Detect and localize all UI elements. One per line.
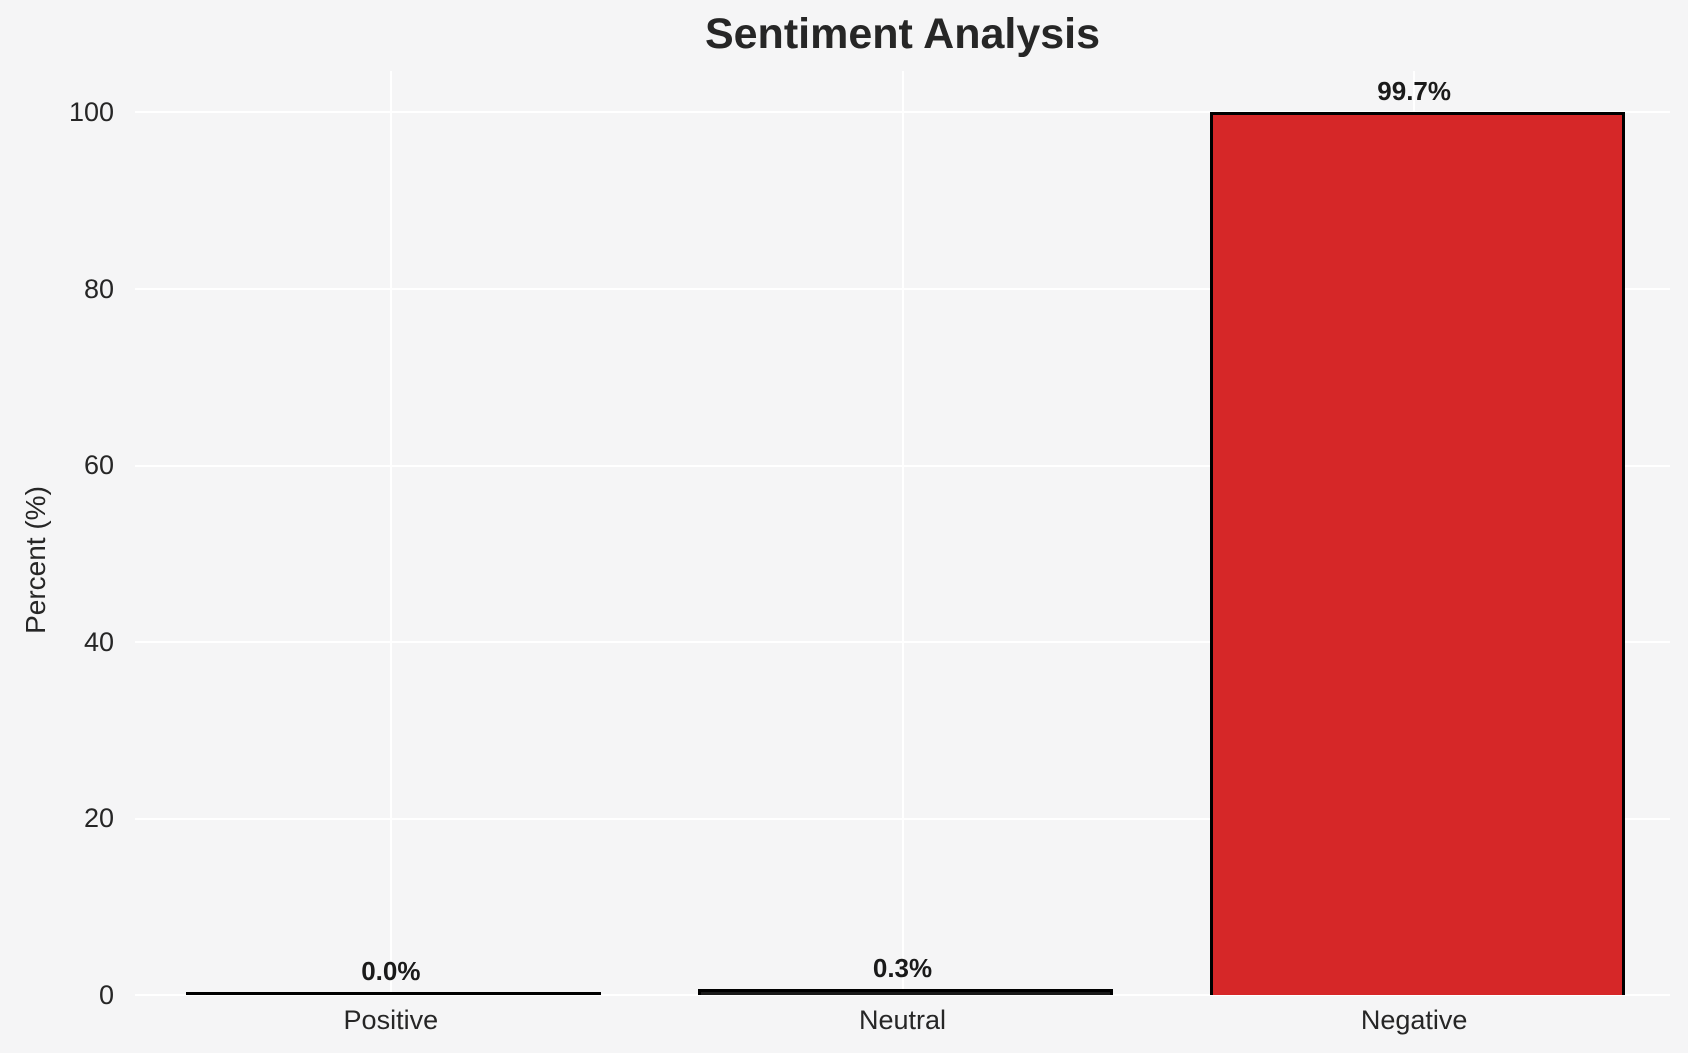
x-tick-label: Positive <box>343 1005 439 1035</box>
x-tick-label: Negative <box>1360 1005 1468 1035</box>
y-tick-label: 20 <box>83 803 114 834</box>
h-gridline <box>135 994 1670 996</box>
y-axis-label: Percent (%) <box>20 486 51 634</box>
bar-value-label: 0.3% <box>872 953 933 984</box>
v-gridline <box>389 71 392 995</box>
y-tick-label: 40 <box>83 626 114 657</box>
bar <box>186 992 602 995</box>
plot-area: 0.0% 0.3% 99.7% <box>135 71 1670 996</box>
y-tick-label: 100 <box>68 97 114 128</box>
y-tick-label: 0 <box>98 980 114 1010</box>
v-gridline <box>901 71 904 995</box>
bar-value-label: 99.7% <box>1377 76 1452 107</box>
chart-title: Sentiment Analysis <box>704 10 1101 58</box>
y-tick-label: 60 <box>83 450 114 481</box>
bar <box>697 989 1114 995</box>
bar-value-label: 0.0% <box>361 956 421 986</box>
x-tick-label: Neutral <box>858 1005 947 1035</box>
bar <box>1209 112 1625 995</box>
y-tick-label: 80 <box>83 273 114 304</box>
